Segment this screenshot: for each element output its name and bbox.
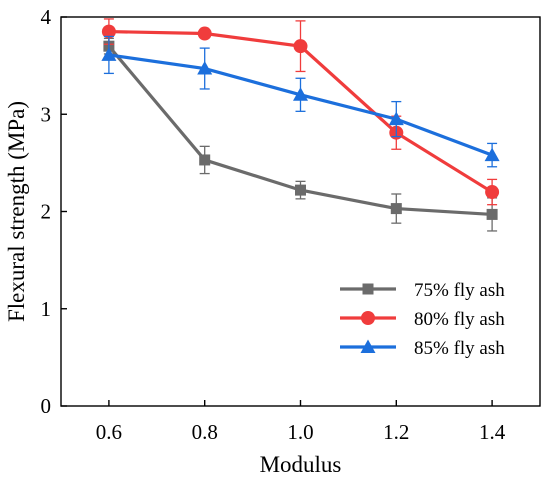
legend-label: 85% fly ash — [414, 338, 505, 359]
y-tick-label: 4 — [41, 5, 52, 29]
data-point — [199, 154, 211, 166]
series-triangle — [101, 35, 500, 168]
y-tick-label: 1 — [41, 297, 52, 321]
data-point — [293, 39, 308, 54]
x-tick-label: 0.6 — [96, 420, 122, 444]
data-point — [197, 26, 212, 41]
y-axis-title: Flexural strength (MPa) — [4, 101, 29, 322]
data-point — [101, 47, 117, 61]
legend-item: 85% fly ash — [340, 338, 505, 359]
legend-label: 75% fly ash — [414, 280, 505, 301]
x-axis-title: Modulus — [260, 452, 342, 477]
data-point — [293, 87, 308, 101]
legend-item: 75% fly ash — [340, 280, 505, 301]
x-tick-label: 1.2 — [383, 420, 409, 444]
legend-item: 80% fly ash — [340, 309, 505, 330]
data-point — [390, 203, 402, 215]
data-point — [197, 61, 213, 75]
data-point — [484, 147, 500, 162]
data-point — [485, 185, 500, 200]
y-tick-label: 2 — [41, 200, 52, 224]
x-tick-label: 1.0 — [287, 420, 313, 444]
data-point — [486, 208, 498, 220]
legend: 75% fly ash 80% fly ash 85% fly ash — [340, 280, 505, 359]
data-point — [295, 184, 306, 196]
y-tick-label: 3 — [41, 102, 52, 126]
legend-marker — [362, 283, 374, 295]
data-point — [388, 111, 404, 126]
ticks: 0.6 0.8 1.0 1.2 1.4 0 1 2 3 4 — [41, 5, 506, 444]
y-tick-label: 0 — [41, 394, 52, 418]
data-point — [101, 24, 116, 39]
series-circle — [101, 18, 500, 206]
legend-marker — [361, 311, 375, 325]
x-tick-label: 0.8 — [192, 420, 218, 444]
series-group — [101, 18, 500, 232]
legend-marker — [360, 339, 376, 353]
x-tick-label: 1.4 — [479, 420, 506, 444]
legend-label: 80% fly ash — [414, 309, 505, 330]
